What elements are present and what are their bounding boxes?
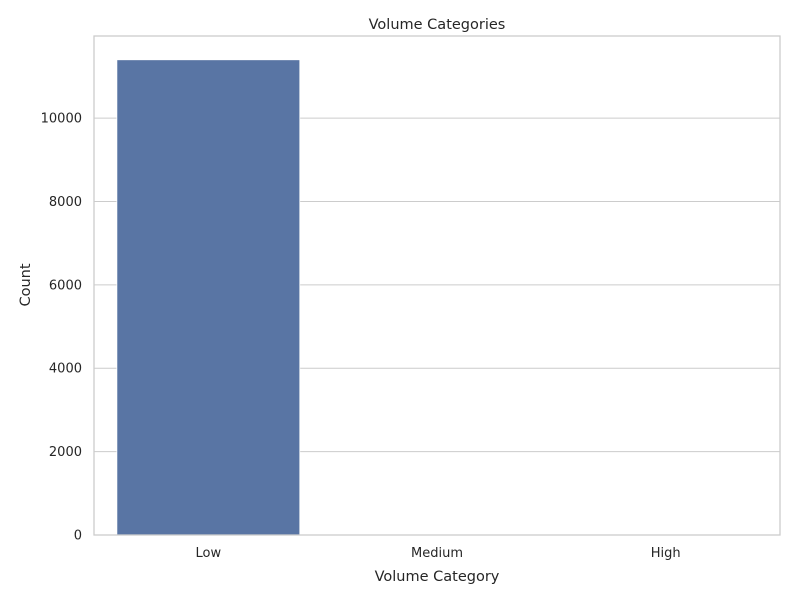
y-tick-label: 4000 xyxy=(49,362,82,377)
chart-title: Volume Categories xyxy=(369,17,506,33)
y-tick-label: 0 xyxy=(74,529,82,544)
bar-low xyxy=(116,59,301,536)
x-tick-label: Medium xyxy=(411,546,463,561)
x-tick-label: Low xyxy=(196,546,222,561)
x-tick-labels: Low Medium High xyxy=(196,546,681,561)
bars xyxy=(116,59,301,536)
y-tick-label: 2000 xyxy=(49,445,82,460)
y-tick-label: 6000 xyxy=(49,278,82,293)
y-tick-label: 8000 xyxy=(49,195,82,210)
x-tick-label: High xyxy=(651,546,681,561)
y-axis-label: Count xyxy=(18,263,34,306)
x-axis-label: Volume Category xyxy=(375,569,500,585)
y-tick-labels: 0 2000 4000 6000 8000 10000 xyxy=(41,112,82,544)
plot-frame xyxy=(93,35,781,536)
y-tick-label: 10000 xyxy=(41,112,82,127)
